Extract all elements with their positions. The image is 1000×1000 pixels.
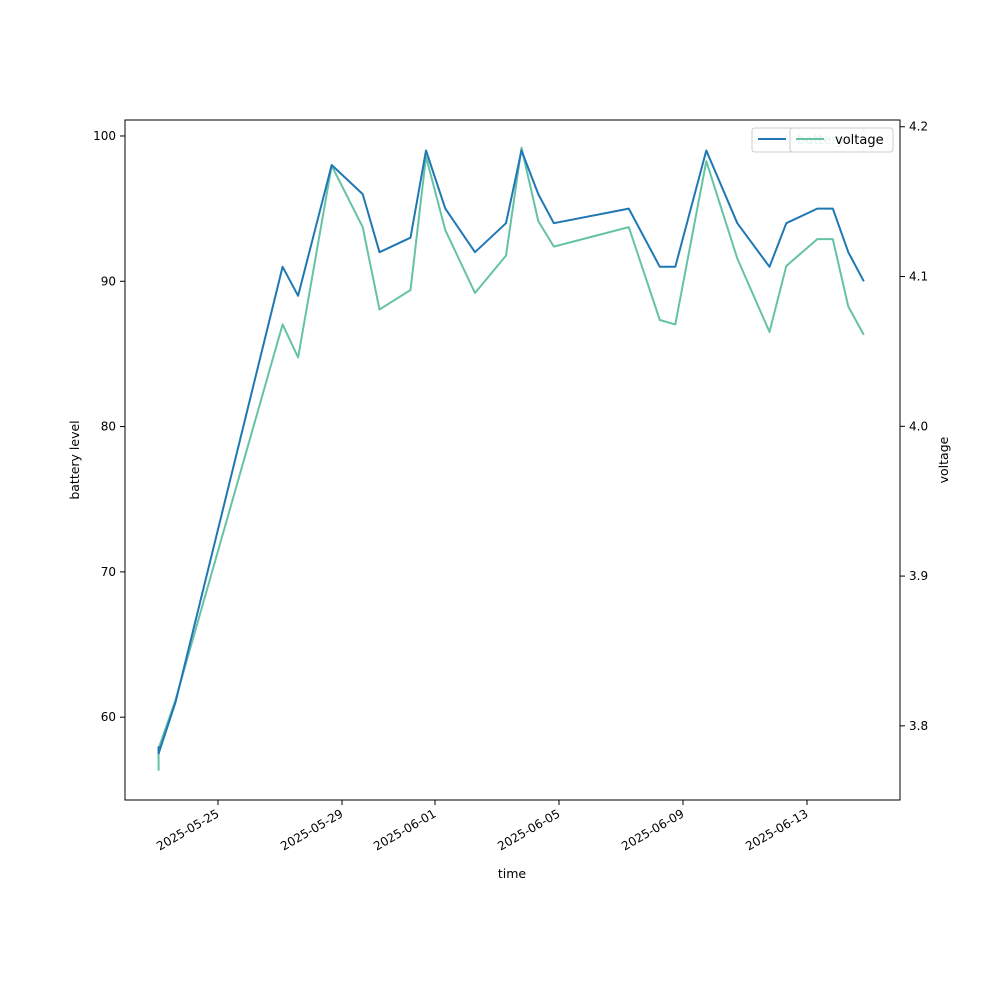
y2-tick-label: 4.0 <box>909 419 928 433</box>
legend-voltage-box <box>789 127 894 153</box>
series-line-voltage <box>157 146 865 771</box>
y2-tick-label: 3.8 <box>909 719 928 733</box>
y-tick-label: 60 <box>101 710 116 724</box>
y2-axis-label: voltage <box>936 436 951 483</box>
y-axis-label: battery level <box>67 420 82 499</box>
y2-axis-ticks: 3.8 3.9 4.0 4.1 4.2 <box>900 120 928 733</box>
legend-voltage-label: voltage <box>835 133 884 148</box>
x-tick-label: 2025-06-13 <box>743 806 810 853</box>
x-tick-label: 2025-05-25 <box>154 806 221 853</box>
y-tick-label: 70 <box>101 565 116 579</box>
x-axis-label: time <box>498 866 527 881</box>
y2-tick-label: 4.1 <box>909 270 928 284</box>
x-tick-label: 2025-06-09 <box>619 806 686 853</box>
series-layer <box>157 146 865 771</box>
y-axis-ticks: 60 70 80 90 100 <box>93 129 125 724</box>
y-tick-label: 100 <box>93 129 116 143</box>
x-axis-ticks: 2025-05-25 2025-05-29 2025-06-01 2025-06-05… <box>154 800 811 853</box>
legend-voltage: voltage <box>789 127 894 153</box>
x-tick-label: 2025-05-29 <box>278 806 345 853</box>
plot-area <box>125 120 900 800</box>
y-tick-label: 80 <box>101 420 116 434</box>
x-tick-label: 2025-06-01 <box>371 806 438 853</box>
y-tick-label: 90 <box>101 274 116 288</box>
plot-frame <box>124 119 901 801</box>
x-tick-label: 2025-06-05 <box>495 806 562 853</box>
y2-tick-label: 3.9 <box>909 569 928 583</box>
y2-tick-label: 4.2 <box>909 120 928 134</box>
series-line-battery <box>157 149 865 755</box>
